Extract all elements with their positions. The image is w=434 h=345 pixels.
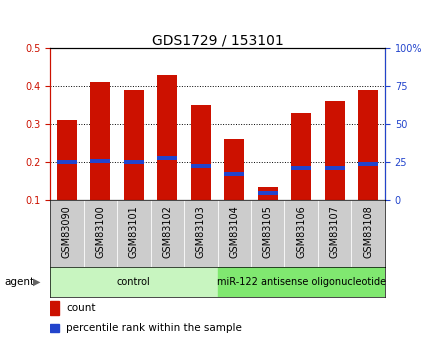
Bar: [290, 113, 311, 200]
Text: control: control: [117, 277, 150, 287]
Text: miR-122 antisense oligonucleotide: miR-122 antisense oligonucleotide: [216, 277, 385, 287]
Bar: [90, 159, 110, 163]
Title: GDS1729 / 153101: GDS1729 / 153101: [151, 33, 283, 47]
Bar: [290, 166, 311, 170]
Text: GSM83106: GSM83106: [296, 206, 306, 258]
Text: ▶: ▶: [33, 277, 40, 287]
Bar: [56, 120, 77, 200]
Bar: [217, 267, 384, 297]
FancyBboxPatch shape: [117, 200, 150, 267]
Bar: [224, 172, 244, 176]
Bar: [357, 90, 378, 200]
Bar: [357, 162, 378, 166]
Bar: [324, 166, 344, 170]
Bar: [324, 101, 344, 200]
Text: GSM83104: GSM83104: [229, 206, 239, 258]
Bar: [257, 191, 277, 195]
Text: GSM83105: GSM83105: [262, 206, 272, 258]
Text: GSM83090: GSM83090: [62, 206, 72, 258]
Bar: [257, 187, 277, 200]
FancyBboxPatch shape: [351, 200, 384, 267]
Text: count: count: [66, 303, 96, 313]
Bar: [50, 267, 217, 297]
Bar: [157, 156, 177, 160]
Text: GSM83102: GSM83102: [162, 206, 172, 258]
FancyBboxPatch shape: [284, 200, 317, 267]
FancyBboxPatch shape: [217, 200, 250, 267]
FancyBboxPatch shape: [317, 200, 351, 267]
Text: GSM83101: GSM83101: [128, 206, 138, 258]
Bar: [224, 139, 244, 200]
Text: GSM83107: GSM83107: [329, 206, 339, 258]
Bar: [123, 160, 144, 164]
FancyBboxPatch shape: [50, 200, 83, 267]
FancyBboxPatch shape: [150, 200, 184, 267]
Bar: [157, 75, 177, 200]
Bar: [90, 82, 110, 200]
Bar: [50, 324, 59, 332]
Bar: [123, 90, 144, 200]
Bar: [190, 105, 210, 200]
FancyBboxPatch shape: [83, 200, 117, 267]
Bar: [56, 160, 77, 164]
FancyBboxPatch shape: [184, 200, 217, 267]
Text: GSM83103: GSM83103: [195, 206, 205, 258]
Text: percentile rank within the sample: percentile rank within the sample: [66, 323, 242, 333]
Bar: [190, 164, 210, 168]
FancyBboxPatch shape: [250, 200, 284, 267]
Text: GSM83108: GSM83108: [362, 206, 372, 258]
Text: agent: agent: [4, 277, 34, 287]
Bar: [50, 301, 59, 315]
Text: GSM83100: GSM83100: [95, 206, 105, 258]
